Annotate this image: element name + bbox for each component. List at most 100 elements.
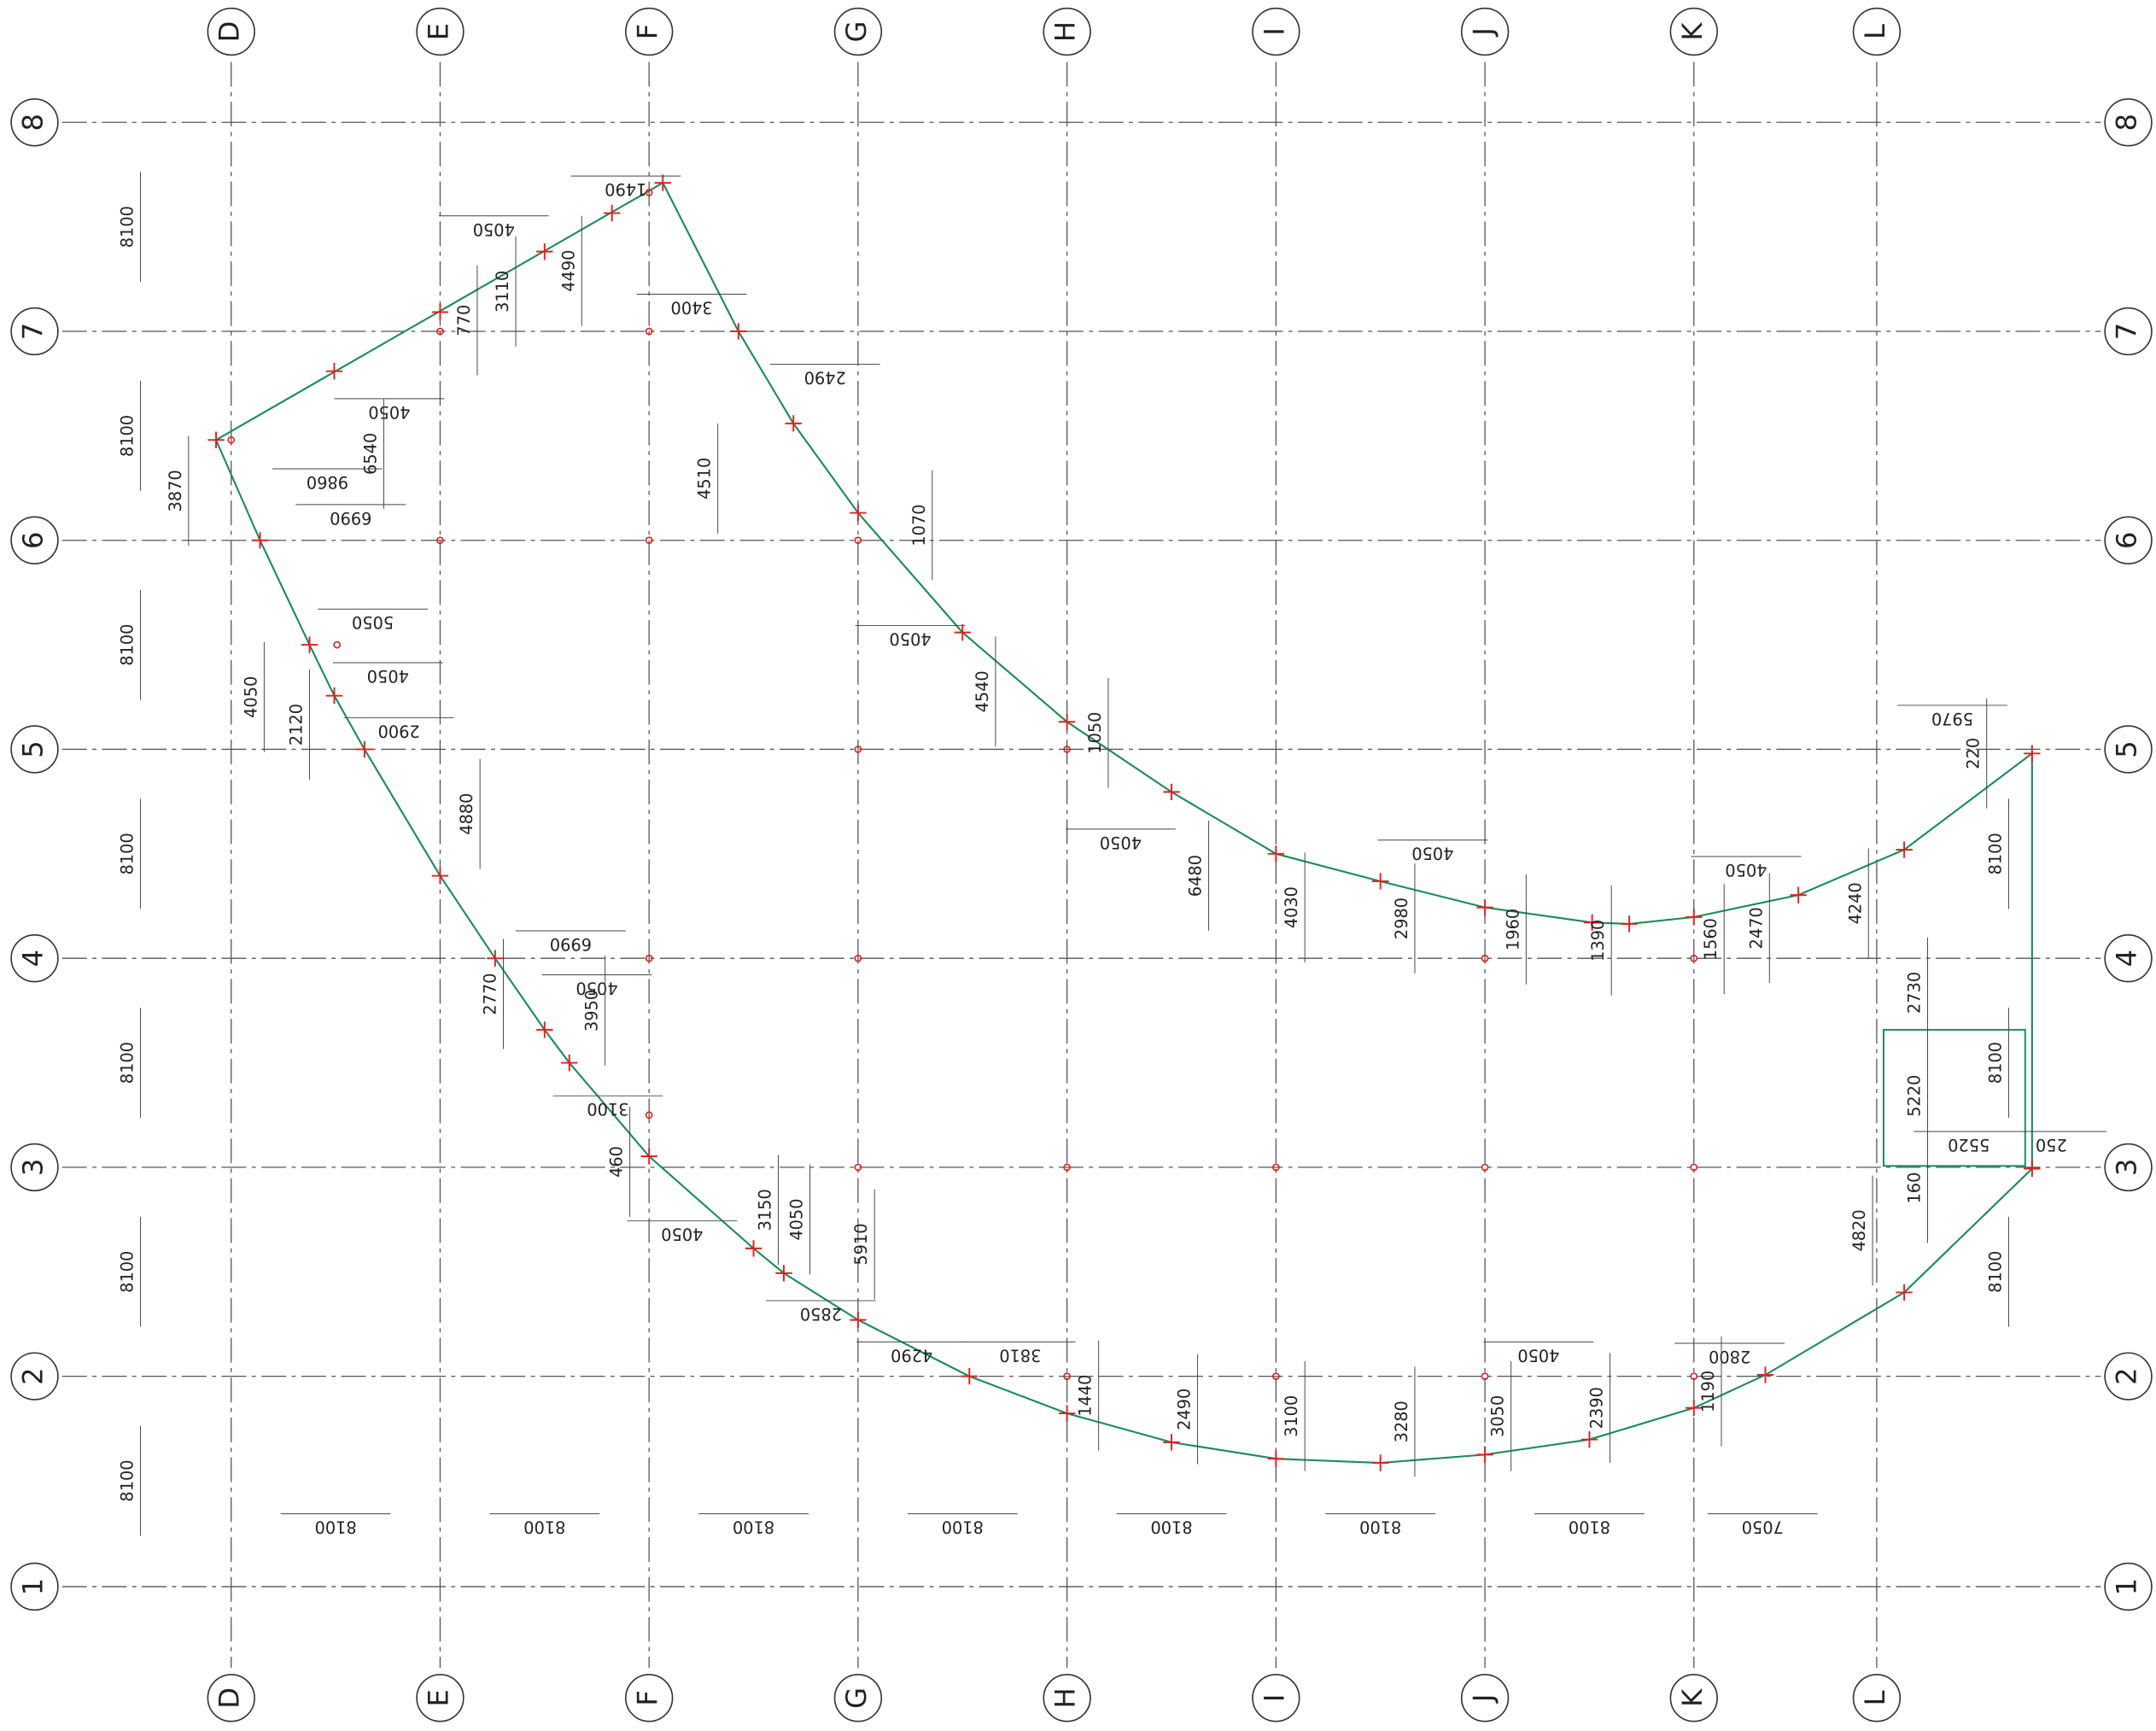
grid-label: 8 [17, 114, 50, 131]
grid-bubble [416, 1674, 465, 1722]
column-point [850, 504, 867, 522]
node [1063, 746, 1071, 753]
grid-bubble [1460, 7, 1510, 56]
grid-bubble [2104, 307, 2153, 356]
grid-bubble [2104, 516, 2153, 564]
dimension-label: 6540 [360, 433, 380, 475]
grid-label: F [631, 1690, 663, 1706]
column-point [431, 303, 449, 321]
dimension-label: 3810 [999, 1345, 1041, 1365]
column-point [954, 623, 971, 641]
dimension-label: 8100 [523, 1518, 565, 1537]
dimension-label: 8100 [117, 833, 137, 874]
dimension-label: 7050 [1742, 1518, 1784, 1537]
column-point [431, 867, 449, 885]
dimension-label: 3150 [756, 1189, 775, 1231]
node [227, 436, 236, 444]
column-point [1476, 1446, 1493, 1464]
dimension-label: 5220 [1904, 1075, 1924, 1117]
dimension-label: 1190 [1698, 1371, 1718, 1412]
column-point [654, 174, 671, 191]
dimension-label: 220 [1964, 738, 1984, 769]
grid-bubble [10, 934, 59, 983]
column-point [1686, 1399, 1703, 1417]
column-point [1058, 1405, 1076, 1422]
grid-bubble [833, 1674, 883, 1722]
column-point [1756, 1366, 1774, 1383]
grid-label: D [213, 1687, 246, 1709]
grid-label: J [1467, 1694, 1499, 1705]
grid-bubble [2104, 934, 2153, 983]
column-point [1686, 909, 1703, 926]
dimension-label: 8100 [1985, 1251, 2005, 1293]
dimension-label: 4050 [787, 1198, 807, 1240]
column-point [961, 1367, 978, 1385]
grid-label: L [1859, 24, 1891, 39]
grid-label: 8 [2111, 114, 2143, 131]
dimension-label: 3950 [582, 990, 602, 1032]
opening [1882, 1028, 2026, 1167]
column-point [1372, 873, 1389, 890]
node [854, 536, 862, 545]
dimension-label: 4540 [973, 670, 992, 712]
grid-label: D [213, 21, 246, 43]
grid-label: 3 [17, 1159, 50, 1176]
grid-label: K [1676, 1688, 1709, 1707]
grid-label: 6 [2111, 531, 2143, 548]
grid-bubble [2104, 1143, 2153, 1192]
grid-label: 3 [2111, 1159, 2143, 1176]
node [645, 536, 653, 545]
grid-bubble [1669, 1674, 1718, 1722]
dimension-label: 3870 [166, 470, 185, 512]
column-point [1580, 1431, 1598, 1448]
grid-label: E [422, 23, 454, 40]
grid-bubble [2104, 1352, 2153, 1401]
dimension-label: 1960 [1503, 909, 1522, 950]
dimension-label: 4820 [1849, 1209, 1869, 1251]
dimension-label: 9860 [307, 472, 348, 492]
dimension-label: 5910 [851, 1223, 871, 1265]
grid-label: 1 [2111, 1578, 2143, 1595]
grid-bubble [833, 7, 883, 56]
dimension-label: 2850 [800, 1304, 842, 1324]
dimension-label: 5970 [1931, 709, 1973, 728]
dimension-label: 3050 [1488, 1395, 1508, 1437]
dimension-label: 4050 [368, 402, 410, 422]
dimension-label: 4050 [1725, 860, 1767, 880]
grid-label: I [1258, 27, 1290, 35]
grid-label: G [840, 1687, 873, 1709]
dimension-label: 6990 [550, 934, 592, 954]
column-point [561, 1054, 578, 1072]
grid-label: I [1258, 1694, 1290, 1702]
grid-label: 4 [17, 950, 50, 967]
grid-label: F [631, 24, 663, 40]
node [436, 327, 444, 336]
dimension-label: 8100 [117, 1042, 137, 1084]
dimension-label: 1390 [1588, 920, 1608, 962]
dimension-label: 1050 [1085, 712, 1105, 754]
grid-bubble [1852, 7, 1902, 56]
grid-label: 7 [2111, 323, 2143, 340]
grid-label: H [1049, 1687, 1082, 1708]
dimension-label: 4050 [473, 219, 515, 239]
grid-label: E [422, 1689, 454, 1706]
column-point [1267, 845, 1285, 863]
dimension-label: 4050 [1517, 1345, 1559, 1365]
dimension-label: 4050 [1411, 844, 1453, 863]
grid-label: J [1467, 27, 1499, 38]
dimension-label: 460 [607, 1146, 627, 1178]
node [854, 746, 862, 753]
dimension-label: 5050 [352, 612, 394, 632]
grid-bubble [10, 1562, 59, 1611]
column-point [604, 204, 621, 222]
grid-label: G [840, 21, 873, 43]
column-point [536, 1021, 553, 1038]
dimension-label: 8100 [1569, 1518, 1610, 1537]
dimension-label: 2470 [1746, 907, 1766, 949]
dimension-label: 2390 [1587, 1387, 1607, 1429]
grid-bubble [1252, 7, 1300, 56]
node [645, 954, 653, 962]
dimension-label: 8100 [117, 415, 137, 457]
grid-label: 5 [17, 740, 50, 757]
